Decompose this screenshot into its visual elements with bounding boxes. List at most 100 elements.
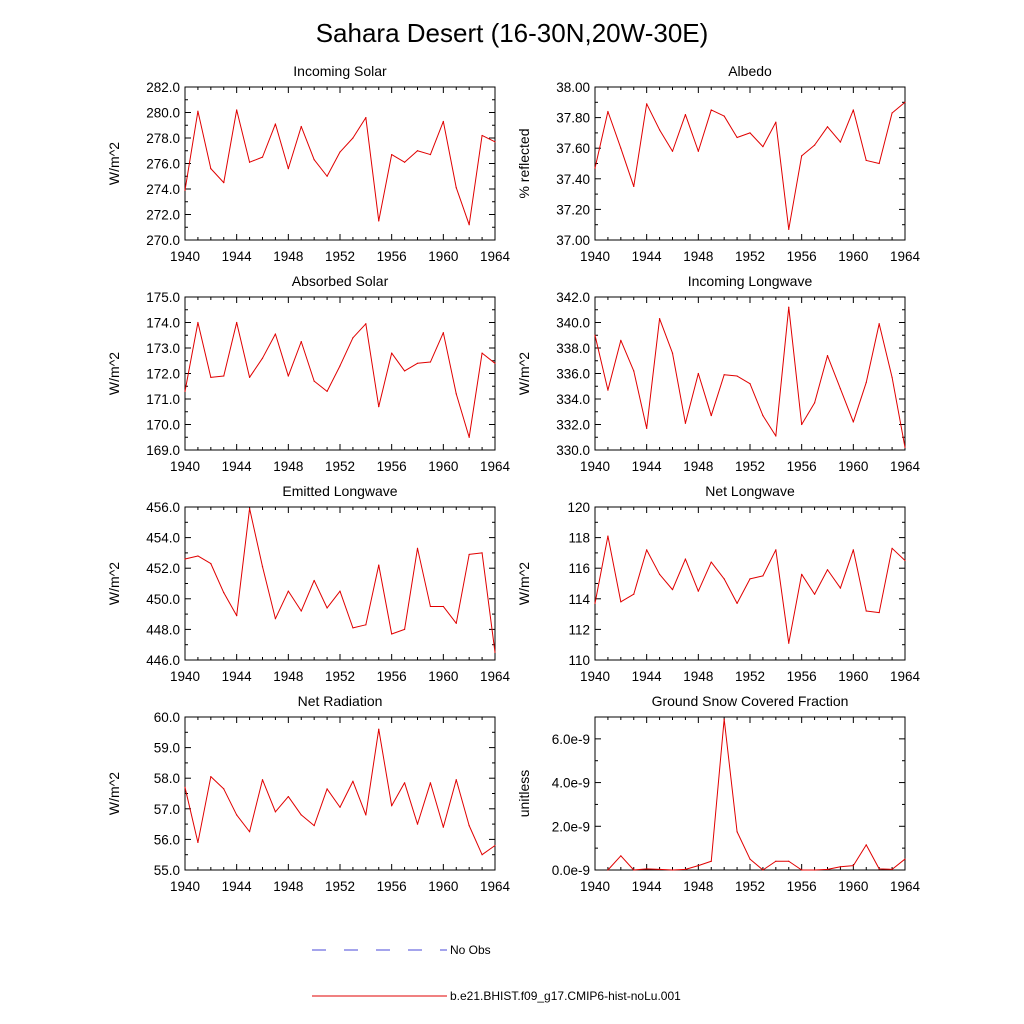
data-point	[633, 185, 635, 188]
y-tick-label: 334.0	[556, 392, 590, 407]
data-point	[236, 814, 238, 816]
data-point	[865, 159, 867, 162]
data-point	[684, 422, 687, 424]
panel-title: Net Longwave	[705, 483, 795, 499]
data-point	[416, 823, 419, 825]
data-point	[429, 153, 432, 156]
x-tick-label: 1948	[683, 249, 713, 264]
y-axis-label: W/m^2	[106, 772, 122, 815]
y-axis-label: unitless	[516, 770, 532, 817]
y-tick-label: 118	[568, 531, 590, 546]
x-tick-label: 1940	[170, 249, 200, 264]
data-point	[775, 435, 777, 437]
data-point	[801, 423, 803, 426]
x-tick-label: 1948	[273, 249, 303, 264]
x-tick-label: 1964	[480, 249, 511, 264]
data-point	[261, 566, 264, 568]
series-line	[184, 322, 496, 438]
y-tick-label: 272.0	[146, 208, 180, 223]
data-point	[481, 134, 483, 137]
data-point	[826, 355, 829, 357]
x-tick-label: 1964	[480, 669, 511, 684]
data-point	[620, 601, 622, 603]
x-tick-label: 1956	[377, 459, 407, 474]
data-point	[904, 858, 906, 860]
x-tick-label: 1952	[735, 249, 765, 264]
data-point	[442, 826, 444, 828]
y-tick-label: 169.0	[146, 443, 180, 458]
data-point	[326, 788, 328, 790]
x-tick-label: 1948	[683, 879, 713, 894]
x-tick-label: 1952	[325, 459, 355, 474]
x-tick-label: 1944	[222, 249, 253, 264]
y-tick-label: 280.0	[146, 106, 180, 121]
data-point	[442, 120, 444, 123]
y-tick-label: 114	[568, 592, 590, 607]
plot-frame	[594, 506, 906, 661]
y-tick-label: 112	[568, 622, 590, 637]
panel-title: Albedo	[728, 63, 772, 79]
data-point	[762, 575, 764, 577]
panel-2: Albedo % reflected 1940 1944 1948 1952 1956 196…	[516, 63, 921, 264]
x-tick-label: 1940	[580, 459, 610, 474]
y-tick-label: 274.0	[146, 182, 180, 197]
data-point	[697, 372, 699, 375]
x-tick-label: 1948	[273, 669, 303, 684]
panel-5: Emitted Longwave W/m^2 1940 1944 1948 1952 195…	[106, 483, 511, 684]
data-point	[300, 125, 302, 128]
x-tick-label: 1948	[273, 459, 303, 474]
data-point	[391, 633, 393, 635]
series-line	[594, 101, 906, 230]
data-point	[197, 841, 199, 844]
y-tick-label: 6.0e-9	[552, 732, 590, 747]
data-point	[184, 189, 186, 191]
y-tick-label: 59.0	[154, 741, 180, 756]
data-point	[248, 507, 251, 510]
data-point	[184, 390, 186, 392]
data-point	[723, 115, 725, 117]
data-point	[236, 615, 238, 617]
y-tick-label: 330.0	[556, 443, 590, 458]
data-point	[813, 593, 816, 595]
x-tick-label: 1944	[632, 669, 663, 684]
y-axis-label: % reflected	[516, 128, 532, 198]
data-point	[378, 564, 380, 566]
x-tick-label: 1960	[428, 669, 458, 684]
data-point	[684, 868, 687, 870]
y-tick-label: 446.0	[146, 653, 180, 668]
data-point	[494, 141, 496, 143]
y-tick-label: 38.00	[556, 80, 590, 95]
x-tick-label: 1956	[377, 879, 407, 894]
data-point	[762, 869, 764, 871]
panel-title: Ground Snow Covered Fraction	[652, 693, 849, 709]
data-point	[839, 141, 842, 143]
data-point	[391, 805, 393, 807]
panel-title: Absorbed Solar	[292, 273, 389, 289]
x-tick-label: 1948	[683, 459, 713, 474]
x-tick-label: 1948	[273, 879, 303, 894]
data-point	[594, 334, 596, 336]
data-point	[891, 868, 893, 870]
series-line	[607, 718, 906, 871]
data-point	[261, 357, 264, 359]
plot-frame	[184, 506, 496, 661]
data-point	[300, 341, 302, 343]
data-point	[878, 323, 880, 325]
data-point	[736, 136, 738, 139]
data-point	[494, 844, 496, 847]
data-point	[429, 605, 432, 608]
x-tick-label: 1940	[170, 879, 200, 894]
data-point	[671, 589, 674, 591]
y-tick-label: 342.0	[556, 290, 590, 305]
y-tick-label: 4.0e-9	[552, 776, 590, 791]
y-axis-label: W/m^2	[516, 352, 532, 395]
data-point	[429, 782, 432, 784]
data-point	[813, 144, 816, 146]
data-point	[788, 228, 790, 230]
x-tick-label: 1944	[222, 669, 253, 684]
data-point	[494, 362, 496, 364]
data-point	[223, 375, 225, 377]
x-tick-label: 1964	[890, 459, 921, 474]
y-tick-label: 0.0e-9	[552, 863, 590, 878]
data-point	[775, 121, 777, 123]
